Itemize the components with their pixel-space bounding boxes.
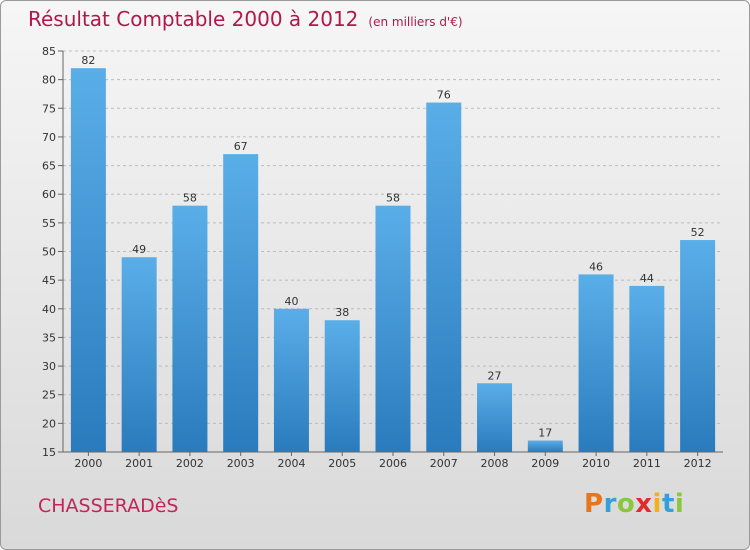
x-tick-label: 2004	[277, 457, 305, 470]
data-label: 46	[589, 260, 603, 273]
logo-letter: x	[635, 489, 653, 519]
y-tick-label: 45	[42, 274, 56, 287]
bar-2007	[426, 102, 462, 453]
y-tick-label: 60	[42, 188, 56, 201]
bar-2008	[477, 383, 513, 452]
y-tick-label: 80	[42, 74, 56, 87]
bar-2006	[375, 205, 411, 452]
x-tick-label: 2001	[125, 457, 153, 470]
data-label: 58	[183, 192, 197, 205]
x-tick-label: 2012	[684, 457, 712, 470]
y-tick-label: 30	[42, 360, 56, 373]
data-label: 44	[640, 272, 654, 285]
bar-2000	[70, 68, 106, 452]
x-tick-label: 2000	[74, 457, 102, 470]
data-label: 49	[132, 243, 146, 256]
y-tick-label: 75	[42, 102, 56, 115]
proxiti-logo: Proxiti	[584, 489, 684, 519]
x-tick-label: 2007	[430, 457, 458, 470]
logo-letter: t	[661, 489, 675, 519]
logo-letter: i	[652, 489, 662, 519]
data-label: 67	[234, 140, 248, 153]
title-text: Résultat Comptable 2000 à 2012	[28, 7, 359, 31]
y-tick-label: 55	[42, 217, 56, 230]
data-label: 82	[81, 54, 95, 67]
bar-2005	[324, 320, 360, 452]
y-tick-label: 35	[42, 331, 56, 344]
x-tick-label: 2008	[481, 457, 509, 470]
y-tick-label: 50	[42, 246, 56, 259]
x-tick-label: 2010	[582, 457, 610, 470]
logo-letter: P	[584, 489, 604, 519]
bar-2010	[578, 274, 614, 452]
y-tick-label: 70	[42, 131, 56, 144]
data-label: 58	[386, 192, 400, 205]
y-tick-label: 20	[42, 417, 56, 430]
bar-2009	[527, 440, 563, 452]
commune-name: CHASSERADèS	[38, 495, 179, 517]
bar-2003	[223, 154, 259, 452]
x-tick-label: 2003	[227, 457, 255, 470]
data-label: 76	[437, 89, 451, 102]
y-tick-label: 40	[42, 303, 56, 316]
y-tick-label: 25	[42, 389, 56, 402]
bar-2012	[680, 240, 716, 452]
chart-subtitle: (en milliers d'€)	[368, 15, 463, 29]
x-tick-label: 2009	[531, 457, 559, 470]
data-label: 27	[488, 369, 502, 382]
y-tick-label: 15	[42, 446, 56, 459]
y-tick-label: 85	[42, 45, 56, 58]
x-tick-label: 2002	[176, 457, 204, 470]
bar-2011	[629, 285, 665, 452]
logo-letter: i	[674, 489, 685, 519]
x-tick-label: 2006	[379, 457, 407, 470]
data-label: 40	[284, 295, 298, 308]
data-label: 17	[538, 427, 552, 440]
logo-letter: o	[616, 489, 636, 519]
data-label: 38	[335, 306, 349, 319]
bar-2004	[273, 308, 309, 452]
data-label: 52	[691, 226, 705, 239]
bar-2002	[172, 205, 208, 452]
y-tick-label: 65	[42, 160, 56, 173]
x-tick-label: 2005	[328, 457, 356, 470]
bar-2001	[121, 257, 157, 452]
logo-letter: r	[603, 489, 617, 519]
chart-title: Résultat Comptable 2000 à 2012 (en millie…	[28, 7, 463, 31]
x-tick-label: 2011	[633, 457, 661, 470]
